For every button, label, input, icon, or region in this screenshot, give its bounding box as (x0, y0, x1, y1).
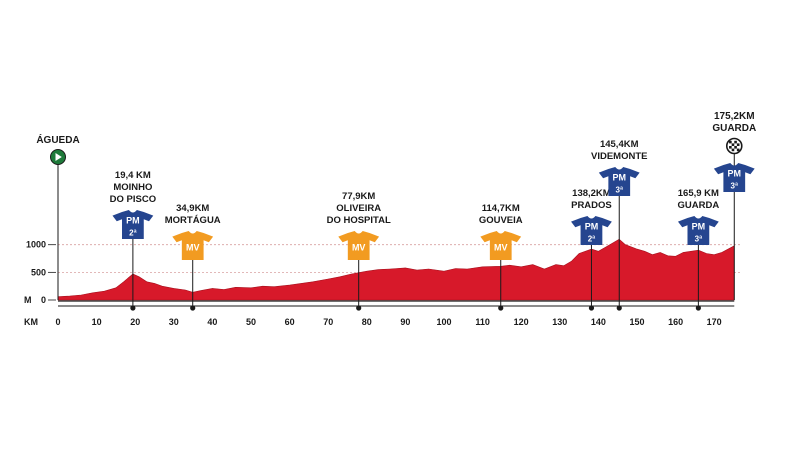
climb-1-jersey-category: 2ª (588, 235, 595, 244)
sprint-2-label-0: 114,7KM (482, 203, 520, 214)
finish-flag-square (736, 143, 740, 146)
climb-3-jersey-text: PM (692, 222, 706, 232)
finish-flag-square (734, 140, 737, 144)
sprint-1-dot (356, 305, 362, 311)
sprint-1-label-0: 77,9KM (342, 191, 375, 202)
climb-1-dot (588, 305, 595, 311)
finish-jersey-text: PM (728, 169, 742, 179)
x-tick-label-110: 110 (475, 317, 490, 327)
sprint-1-jersey: MV (338, 231, 380, 260)
sprint-0-label-1: MORTÁGUA (165, 215, 221, 226)
finish-km-label: 175,2KM (714, 111, 755, 122)
finish-flag-square (731, 143, 735, 146)
x-tick-label-10: 10 (92, 317, 102, 327)
climb-2-jersey-text: PM (612, 173, 626, 183)
finish-flag-square (734, 146, 737, 149)
climb-0-label-2: DO PISCO (110, 194, 156, 205)
marker-stems (57, 150, 735, 311)
y-tick-label-500: 500 (31, 267, 46, 277)
sprint-2-jersey-text: MV (494, 243, 508, 253)
x-tick-label-70: 70 (323, 317, 333, 327)
climb-1-jersey-shape (571, 216, 612, 245)
climb-0-label-1: MOINHO (113, 182, 152, 193)
climb-2-label-0: 145,4KM (600, 139, 639, 150)
sprint-2-jersey-shape (480, 231, 522, 260)
climb-0-jersey-text: PM (126, 216, 140, 226)
climb-0-label-0: 19,4 KM (115, 170, 151, 181)
x-tick-label-140: 140 (591, 317, 606, 327)
x-tick-label-50: 50 (246, 317, 256, 327)
x-tick-label-60: 60 (285, 317, 295, 327)
finish-jersey: PM 3ª (713, 163, 755, 192)
finish-flag-square (736, 148, 740, 152)
sprint-2-jersey: MV (480, 231, 522, 260)
climb-2-label-1: VIDEMONTE (591, 151, 647, 162)
climb-3-dot (695, 305, 701, 311)
elevation-area (57, 238, 735, 301)
climb-3-jersey-category: 3ª (695, 235, 702, 244)
climb-1-label-1: PRADOS (571, 200, 612, 211)
x-tick-label-120: 120 (514, 317, 529, 327)
x-tick-label-100: 100 (436, 317, 451, 327)
sprint-1-label-1: OLIVEIRA (336, 203, 381, 214)
start-name: ÁGUEDA (36, 133, 79, 146)
climb-1-jersey-text: PM (585, 222, 599, 232)
climb-0-dot (130, 305, 136, 311)
finish-flag-square (729, 140, 732, 144)
sprint-0-dot (190, 305, 196, 311)
x-tick-label-150: 150 (629, 317, 644, 327)
x-tick-label-80: 80 (362, 317, 372, 327)
finish-flag-square (731, 148, 735, 152)
climb-1-jersey: PM 2ª (571, 216, 612, 245)
sprint-0-label-0: 34,9KM (176, 203, 209, 214)
climb-3-jersey-shape (677, 216, 719, 245)
y-tick-label-0: 0 (41, 295, 46, 305)
climb-3-label-0: 165,9 KM (678, 188, 719, 199)
finish-jersey-shape (713, 163, 755, 192)
sprint-2-label-1: GOUVEIA (479, 215, 523, 226)
x-tick-label-20: 20 (130, 317, 140, 327)
sprint-0-jersey: MV (172, 231, 214, 260)
climb-2-dot (616, 305, 622, 311)
elevation-profile-area (57, 238, 735, 301)
sprint-1-jersey-text: MV (352, 243, 366, 253)
x-tick-label-160: 160 (668, 317, 683, 327)
x-tick-label-0: 0 (55, 317, 60, 327)
climb-3-jersey: PM 3ª (677, 216, 719, 245)
y-axis-prefix: M (24, 295, 32, 305)
x-tick-label-90: 90 (400, 317, 410, 327)
y-tick-label-1000: 1000 (26, 240, 46, 250)
climb-0-jersey-shape (112, 210, 154, 239)
climb-2-jersey-category: 3ª (616, 186, 623, 195)
sprint-1-label-2: DO HOSPITAL (327, 215, 391, 226)
climb-0-jersey-category: 2ª (129, 229, 136, 238)
climb-2-jersey: PM 3ª (598, 167, 640, 196)
start-play-triangle (55, 153, 62, 161)
finish-flag-square (729, 146, 732, 149)
x-tick-label-170: 170 (707, 317, 722, 327)
climb-1-label-0: 138,2KM (572, 188, 611, 199)
finish-name: GUARDA (712, 123, 756, 134)
sprint-2-dot (498, 305, 504, 311)
climb-3-label-1: GUARDA (678, 200, 720, 211)
sprint-1-jersey-shape (338, 231, 380, 260)
sprint-0-jersey-shape (172, 231, 214, 260)
finish-flag-icon (725, 137, 743, 155)
x-tick-label-30: 30 (169, 317, 179, 327)
finish-jersey-category: 3ª (731, 182, 738, 191)
x-tick-label-40: 40 (207, 317, 217, 327)
climb-0-jersey: PM 2ª (112, 210, 154, 239)
x-axis-prefix: KM (24, 317, 38, 327)
sprint-0-jersey-text: MV (186, 243, 200, 253)
climb-2-jersey-shape (598, 167, 640, 196)
x-tick-label-130: 130 (552, 317, 567, 327)
